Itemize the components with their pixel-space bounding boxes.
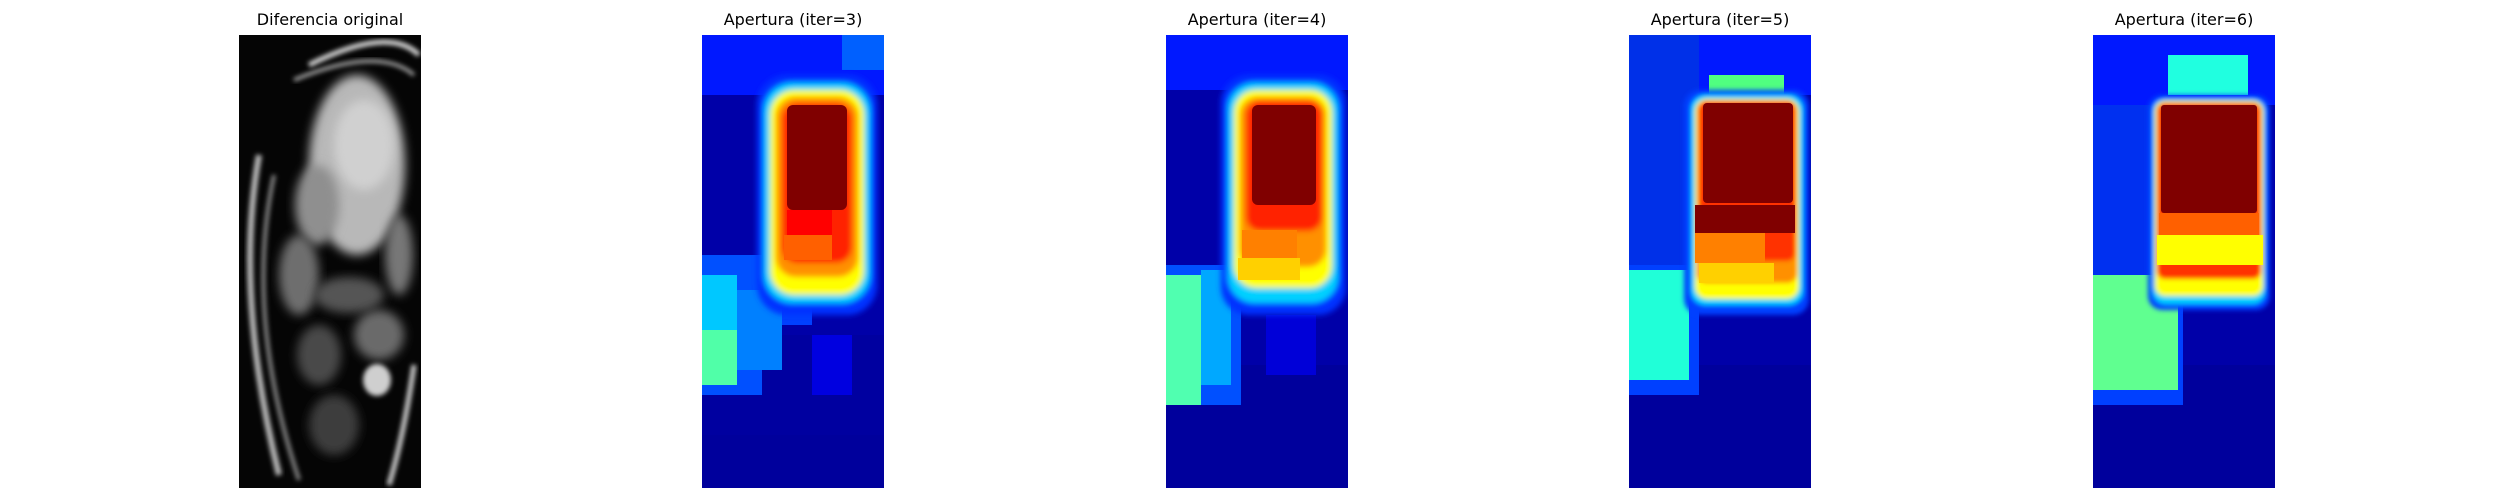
jet-heatmap-image <box>1166 35 1348 488</box>
panel-title: Diferencia original <box>256 10 404 29</box>
panel-original: Diferencia original <box>239 0 421 500</box>
panel-title: Apertura (iter=6) <box>2114 10 2254 29</box>
jet-heatmap-image <box>2093 35 2275 488</box>
panel-title: Apertura (iter=3) <box>723 10 863 29</box>
panel-iter-5: Apertura (iter=5) <box>1629 0 1811 500</box>
heatmap-iter-3 <box>702 35 884 488</box>
panel-title: Apertura (iter=4) <box>1187 10 1327 29</box>
grayscale-mri-image <box>239 35 421 488</box>
panel-iter-3: Apertura (iter=3) <box>702 0 884 500</box>
jet-heatmap-image <box>702 35 884 488</box>
panel-iter-6: Apertura (iter=6) <box>2093 0 2275 500</box>
panel-iter-4: Apertura (iter=4) <box>1166 0 1348 500</box>
heatmap-iter-6 <box>2093 35 2275 488</box>
heatmap-iter-4 <box>1166 35 1348 488</box>
jet-heatmap-image <box>1629 35 1811 488</box>
heatmap-iter-5 <box>1629 35 1811 488</box>
panel-title: Apertura (iter=5) <box>1650 10 1790 29</box>
grayscale-image <box>239 35 421 488</box>
